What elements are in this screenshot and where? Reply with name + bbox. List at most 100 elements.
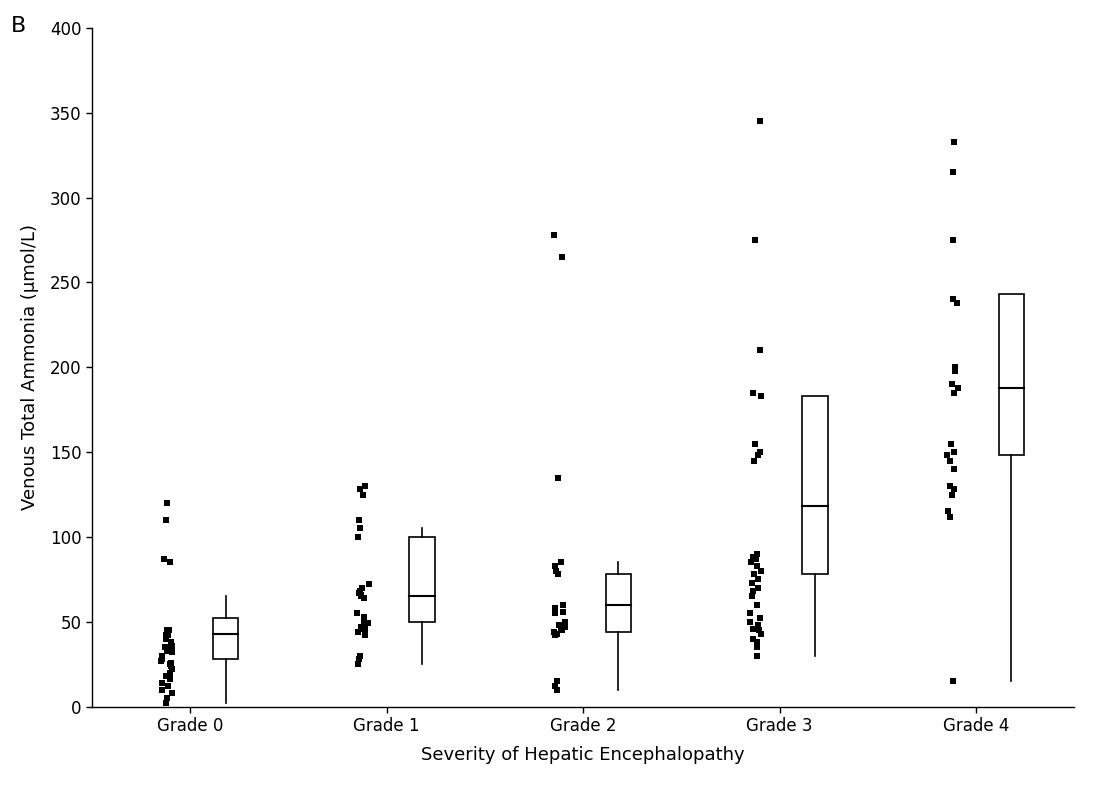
Point <box>159 497 176 509</box>
Point <box>744 590 761 603</box>
Point <box>357 619 374 631</box>
Point <box>752 564 770 577</box>
Point <box>946 364 964 377</box>
Point <box>158 633 175 645</box>
Point <box>552 623 569 635</box>
Y-axis label: Venous Total Ammonia (µmol/L): Venous Total Ammonia (µmol/L) <box>21 225 38 510</box>
Point <box>359 617 377 630</box>
Point <box>942 455 959 467</box>
Point <box>945 293 963 305</box>
Point <box>157 629 174 641</box>
Point <box>350 653 368 666</box>
Point <box>160 629 177 641</box>
Point <box>161 658 178 670</box>
Point <box>356 480 373 492</box>
Point <box>355 592 372 604</box>
Point <box>161 556 178 568</box>
Point <box>751 446 769 458</box>
X-axis label: Severity of Hepatic Encephalopathy: Severity of Hepatic Encephalopathy <box>422 747 745 764</box>
Point <box>158 513 175 526</box>
Point <box>938 449 956 462</box>
Point <box>350 522 368 535</box>
Point <box>163 663 181 676</box>
Point <box>945 483 963 495</box>
Point <box>158 670 175 682</box>
Point <box>152 655 170 667</box>
Point <box>159 644 176 657</box>
Point <box>546 629 564 641</box>
Point <box>940 506 957 518</box>
Point <box>548 564 565 577</box>
Point <box>751 115 769 127</box>
Bar <box>803 396 828 575</box>
Point <box>350 586 368 599</box>
Point <box>749 573 766 586</box>
Point <box>353 621 370 633</box>
Point <box>356 611 373 623</box>
Point <box>745 568 762 581</box>
Point <box>163 646 181 659</box>
Point <box>545 228 563 241</box>
Point <box>745 623 762 635</box>
Point <box>353 588 370 601</box>
Point <box>546 607 564 619</box>
Point <box>946 361 964 374</box>
Point <box>554 598 572 611</box>
Point <box>354 488 371 501</box>
Point <box>553 250 570 263</box>
Point <box>556 621 574 633</box>
Point <box>945 446 963 458</box>
Point <box>549 675 566 688</box>
Point <box>748 553 765 565</box>
Bar <box>606 575 631 632</box>
Point <box>546 560 564 572</box>
Point <box>742 556 760 568</box>
Point <box>545 626 563 638</box>
Point <box>158 643 175 655</box>
Point <box>550 471 567 484</box>
Point <box>748 560 765 572</box>
Point <box>748 641 765 654</box>
Point <box>356 629 373 641</box>
Bar <box>212 619 239 659</box>
Point <box>157 641 174 654</box>
Point <box>348 607 366 619</box>
Point <box>551 619 568 631</box>
Point <box>549 627 566 640</box>
Point <box>747 437 764 450</box>
Point <box>949 382 967 394</box>
Point <box>748 636 765 648</box>
Point <box>546 680 564 692</box>
Point <box>555 605 573 618</box>
Point <box>750 582 768 594</box>
Point <box>746 234 763 246</box>
Point <box>945 386 963 399</box>
Point <box>750 624 768 637</box>
Point <box>349 658 367 670</box>
Point <box>360 579 378 591</box>
Point <box>356 627 373 640</box>
Point <box>158 692 175 704</box>
Point <box>745 551 762 564</box>
Point <box>354 623 371 635</box>
Point <box>349 626 367 638</box>
Point <box>741 615 759 628</box>
Point <box>351 649 369 662</box>
Point <box>163 687 181 699</box>
Point <box>163 639 181 652</box>
Point <box>945 675 963 688</box>
Point <box>549 684 566 696</box>
Point <box>155 553 173 565</box>
Point <box>162 656 180 669</box>
Point <box>354 582 371 594</box>
Point <box>161 641 178 654</box>
Point <box>745 585 762 597</box>
Point <box>749 619 766 631</box>
Point <box>945 166 963 178</box>
Point <box>349 531 367 543</box>
Point <box>351 483 369 495</box>
Point <box>944 378 961 390</box>
Point <box>356 612 373 625</box>
Point <box>162 659 180 672</box>
Point <box>160 624 177 637</box>
